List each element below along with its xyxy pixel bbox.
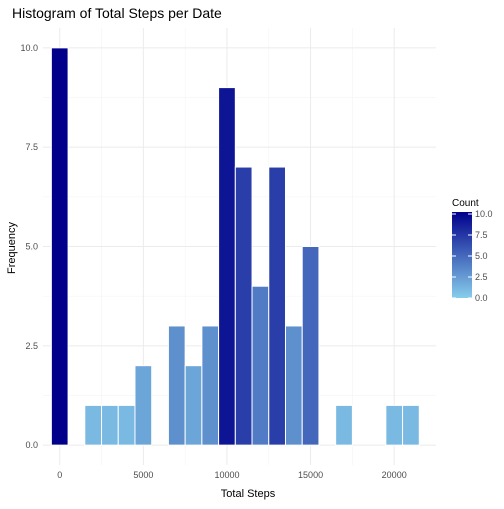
- histogram-bar: [50, 47, 69, 446]
- y-axis-ticks: 0.0 2.5 5.0 7.5 10.0: [20, 43, 38, 450]
- histogram-bar: [284, 325, 303, 446]
- histogram-bar: [84, 404, 103, 446]
- histogram-bar: [335, 404, 353, 446]
- y-tick-label: 2.5: [25, 341, 38, 351]
- histogram-bar: [101, 404, 119, 446]
- chart-title: Histogram of Total Steps per Date: [12, 5, 222, 21]
- y-tick-label: 10.0: [20, 43, 38, 53]
- histogram-bar: [117, 404, 136, 446]
- legend-tick-label: 10.0: [475, 209, 493, 219]
- histogram-bar: [268, 166, 286, 446]
- x-axis-title: Total Steps: [221, 488, 276, 500]
- legend-tick-label: 5.0: [475, 251, 488, 261]
- histogram-bar: [218, 87, 236, 446]
- x-tick-label: 15000: [298, 470, 323, 480]
- y-axis-title: Frequency: [6, 222, 18, 274]
- x-tick-label: 0: [57, 470, 62, 480]
- legend-title: Count: [452, 198, 479, 209]
- legend-tick-label: 7.5: [475, 230, 488, 240]
- legend-tick-label: 2.5: [475, 272, 488, 282]
- y-tick-label: 5.0: [25, 242, 38, 252]
- bars: [50, 47, 420, 446]
- y-tick-label: 0.0: [25, 440, 38, 450]
- x-tick-label: 10000: [214, 470, 239, 480]
- histogram-bar: [167, 325, 186, 446]
- histogram-bar: [134, 365, 153, 446]
- histogram-bar: [402, 404, 420, 446]
- y-tick-label: 7.5: [25, 142, 38, 152]
- histogram-bar: [201, 325, 220, 446]
- histogram-bar: [301, 246, 320, 446]
- legend-colorbar: [452, 212, 472, 298]
- histogram-bar: [184, 365, 203, 446]
- x-tick-label: 5000: [133, 470, 153, 480]
- legend: Count 10.0 7.5 5.0 2.5 0.0: [452, 198, 493, 303]
- histogram-bar: [385, 404, 404, 446]
- legend-ticks: 10.0 7.5 5.0 2.5 0.0: [452, 209, 493, 303]
- histogram-bar: [251, 285, 270, 446]
- x-tick-label: 20000: [382, 470, 407, 480]
- legend-tick-label: 0.0: [475, 293, 488, 303]
- histogram-bar: [234, 166, 253, 446]
- x-axis-ticks: 0 5000 10000 15000 20000: [57, 470, 406, 480]
